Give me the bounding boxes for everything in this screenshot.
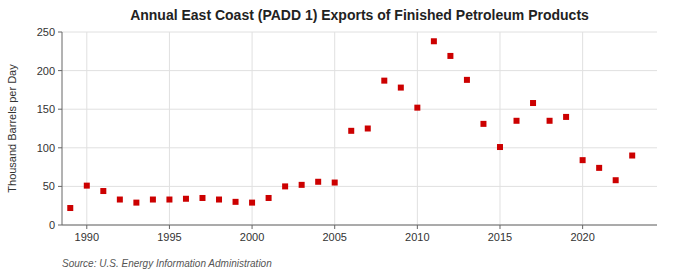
y-tick-label: 50: [43, 180, 55, 192]
y-tick: [58, 225, 62, 226]
grid-line-y: [62, 32, 657, 33]
x-tick: [252, 225, 253, 229]
point: [596, 165, 602, 171]
point: [563, 114, 569, 120]
x-axis-line: [62, 225, 657, 226]
point: [514, 118, 520, 124]
point: [629, 153, 635, 159]
x-tick-label: 1990: [75, 231, 99, 243]
y-axis-line: [62, 32, 63, 225]
y-axis: 0 50 100 150 200 250: [37, 26, 62, 231]
grid-line-y: [62, 225, 657, 226]
y-tick: [58, 109, 62, 110]
y-tick: [58, 32, 62, 33]
y-tick-label: 150: [37, 103, 55, 115]
y-tick: [58, 147, 62, 148]
point: [166, 197, 172, 203]
point: [282, 183, 288, 189]
point: [497, 144, 503, 150]
grid-line-y: [62, 70, 657, 71]
point: [100, 188, 106, 194]
point: [464, 77, 470, 83]
point: [547, 118, 553, 124]
point: [249, 200, 255, 206]
point: [414, 105, 420, 111]
x-tick-label: 2020: [570, 231, 594, 243]
point: [332, 180, 338, 186]
x-tick: [499, 225, 500, 229]
y-tick-label: 100: [37, 142, 55, 154]
point: [348, 128, 354, 134]
chart-title: Annual East Coast (PADD 1) Exports of Fi…: [130, 7, 589, 23]
point: [613, 177, 619, 183]
x-tick-label: 2000: [240, 231, 264, 243]
point: [530, 100, 536, 106]
grid-line-x: [86, 32, 87, 225]
point: [84, 183, 90, 189]
grid-line-y: [62, 109, 657, 110]
points: [67, 38, 635, 211]
point: [133, 200, 139, 206]
point: [183, 196, 189, 202]
point: [117, 197, 123, 203]
y-tick: [58, 70, 62, 71]
point: [233, 199, 239, 205]
x-tick-label: 2010: [405, 231, 429, 243]
point: [580, 157, 586, 163]
point: [266, 195, 272, 201]
grid-line-x: [417, 32, 418, 225]
grid-line-x: [252, 32, 253, 225]
point: [299, 182, 305, 188]
y-tick: [58, 186, 62, 187]
grid-line-x: [582, 32, 583, 225]
grid-line-y: [62, 147, 657, 148]
x-axis: 1990 1995 2000 2005 2010 2015 2020: [75, 225, 595, 243]
x-tick-label: 2005: [322, 231, 346, 243]
y-axis-label: Thousand Barrels per Day: [6, 64, 18, 193]
x-tick: [582, 225, 583, 229]
point: [216, 197, 222, 203]
source-note: Source: U.S. Energy Information Administ…: [62, 258, 272, 269]
x-tick-label: 2015: [488, 231, 512, 243]
point: [431, 38, 437, 44]
point: [365, 126, 371, 132]
x-tick: [417, 225, 418, 229]
point: [398, 85, 404, 91]
point: [381, 78, 387, 84]
chart: 1990 1995 2000 2005 2010 2015 2020 0 50 100 150 200…: [0, 0, 675, 275]
y-tick-label: 200: [37, 65, 55, 77]
y-tick-label: 250: [37, 26, 55, 38]
point: [199, 195, 205, 201]
grid-line-x: [499, 32, 500, 225]
point: [447, 53, 453, 59]
point: [315, 179, 321, 185]
x-tick: [169, 225, 170, 229]
x-tick: [86, 225, 87, 229]
grid-line-y: [62, 186, 657, 187]
x-tick-label: 1995: [157, 231, 181, 243]
grid-line-x: [334, 32, 335, 225]
point: [150, 197, 156, 203]
grid: [62, 32, 657, 225]
point: [67, 205, 73, 211]
y-tick-label: 0: [49, 219, 55, 231]
grid-line-x: [169, 32, 170, 225]
point: [480, 121, 486, 127]
x-tick: [334, 225, 335, 229]
